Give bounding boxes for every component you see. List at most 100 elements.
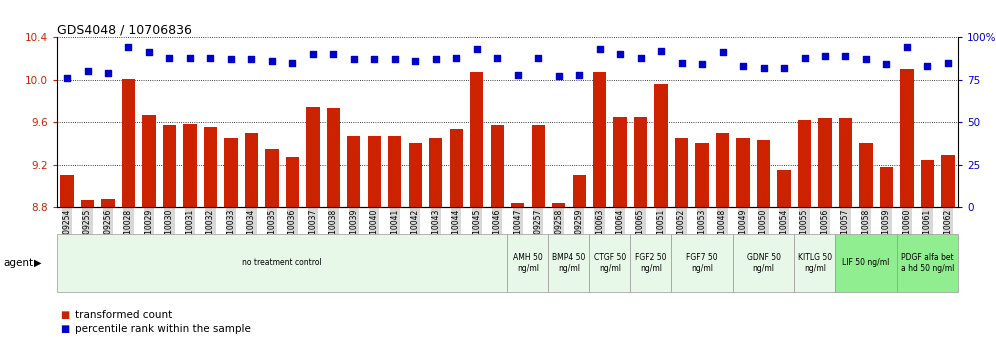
Text: KITLG 50
ng/ml: KITLG 50 ng/ml: [798, 253, 832, 273]
Point: [714, 50, 730, 55]
Point: [551, 73, 567, 79]
Point: [305, 51, 321, 57]
Point: [223, 56, 239, 62]
Point: [919, 63, 935, 69]
Point: [838, 53, 854, 59]
Point: [530, 55, 546, 61]
Text: percentile rank within the sample: percentile rank within the sample: [75, 324, 251, 334]
Bar: [549, 234, 590, 292]
Text: FGF2 50
ng/ml: FGF2 50 ng/ml: [635, 253, 666, 273]
Bar: [122, 79, 135, 207]
Point: [285, 60, 301, 65]
Bar: [507, 234, 549, 292]
Point: [407, 58, 423, 64]
Point: [592, 46, 608, 52]
Point: [326, 51, 342, 57]
Text: ■: ■: [60, 310, 69, 320]
Bar: [716, 133, 729, 207]
Bar: [860, 143, 872, 207]
Point: [653, 48, 669, 53]
Bar: [896, 234, 958, 292]
Point: [448, 55, 464, 61]
Bar: [470, 72, 483, 207]
Bar: [327, 108, 340, 207]
Point: [80, 68, 96, 74]
Point: [510, 72, 526, 78]
Point: [940, 60, 956, 65]
Point: [489, 55, 505, 61]
Point: [817, 53, 833, 59]
Point: [776, 65, 792, 70]
Bar: [614, 117, 626, 207]
Bar: [736, 138, 750, 207]
Bar: [224, 138, 238, 207]
Point: [367, 56, 382, 62]
Bar: [61, 175, 74, 207]
Bar: [81, 200, 95, 207]
Bar: [733, 234, 794, 292]
Bar: [757, 140, 770, 207]
Text: no treatment control: no treatment control: [242, 258, 322, 267]
Point: [858, 56, 873, 62]
Bar: [204, 127, 217, 207]
Bar: [245, 133, 258, 207]
Bar: [183, 124, 196, 207]
Bar: [162, 125, 176, 207]
Bar: [695, 143, 709, 207]
Bar: [590, 234, 630, 292]
Bar: [573, 175, 586, 207]
Text: agent: agent: [3, 258, 33, 268]
Point: [346, 56, 362, 62]
Bar: [142, 115, 155, 207]
Bar: [491, 125, 504, 207]
Bar: [286, 157, 299, 207]
Bar: [630, 234, 671, 292]
Bar: [798, 120, 811, 207]
Bar: [839, 118, 853, 207]
Point: [202, 55, 218, 61]
Point: [428, 56, 444, 62]
Point: [632, 55, 648, 61]
Bar: [429, 138, 442, 207]
Bar: [408, 143, 422, 207]
Point: [243, 56, 259, 62]
Bar: [836, 234, 896, 292]
Text: BMP4 50
ng/ml: BMP4 50 ng/ml: [552, 253, 586, 273]
Bar: [368, 136, 380, 207]
Text: PDGF alfa bet
a hd 50 ng/ml: PDGF alfa bet a hd 50 ng/ml: [900, 253, 954, 273]
Text: AMH 50
ng/ml: AMH 50 ng/ml: [513, 253, 543, 273]
Point: [756, 65, 772, 70]
Point: [386, 56, 402, 62]
Text: ▶: ▶: [34, 258, 42, 268]
Point: [878, 62, 894, 67]
Bar: [777, 170, 791, 207]
Point: [264, 58, 280, 64]
Point: [694, 62, 710, 67]
Text: ■: ■: [60, 324, 69, 334]
Bar: [102, 199, 115, 207]
Text: LIF 50 ng/ml: LIF 50 ng/ml: [843, 258, 889, 267]
Bar: [675, 138, 688, 207]
Bar: [306, 107, 320, 207]
Point: [100, 70, 116, 76]
Bar: [671, 234, 733, 292]
Text: GDNF 50
ng/ml: GDNF 50 ng/ml: [747, 253, 781, 273]
Text: FGF7 50
ng/ml: FGF7 50 ng/ml: [686, 253, 718, 273]
Point: [161, 55, 177, 61]
Bar: [388, 136, 401, 207]
Point: [121, 45, 136, 50]
Text: GDS4048 / 10706836: GDS4048 / 10706836: [57, 23, 191, 36]
Bar: [57, 234, 507, 292]
Text: transformed count: transformed count: [75, 310, 172, 320]
Bar: [879, 167, 893, 207]
Point: [797, 55, 813, 61]
Point: [899, 45, 915, 50]
Bar: [552, 203, 566, 207]
Bar: [654, 84, 667, 207]
Bar: [900, 69, 913, 207]
Point: [469, 46, 485, 52]
Point: [182, 55, 198, 61]
Bar: [511, 203, 524, 207]
Point: [59, 75, 75, 81]
Bar: [941, 155, 954, 207]
